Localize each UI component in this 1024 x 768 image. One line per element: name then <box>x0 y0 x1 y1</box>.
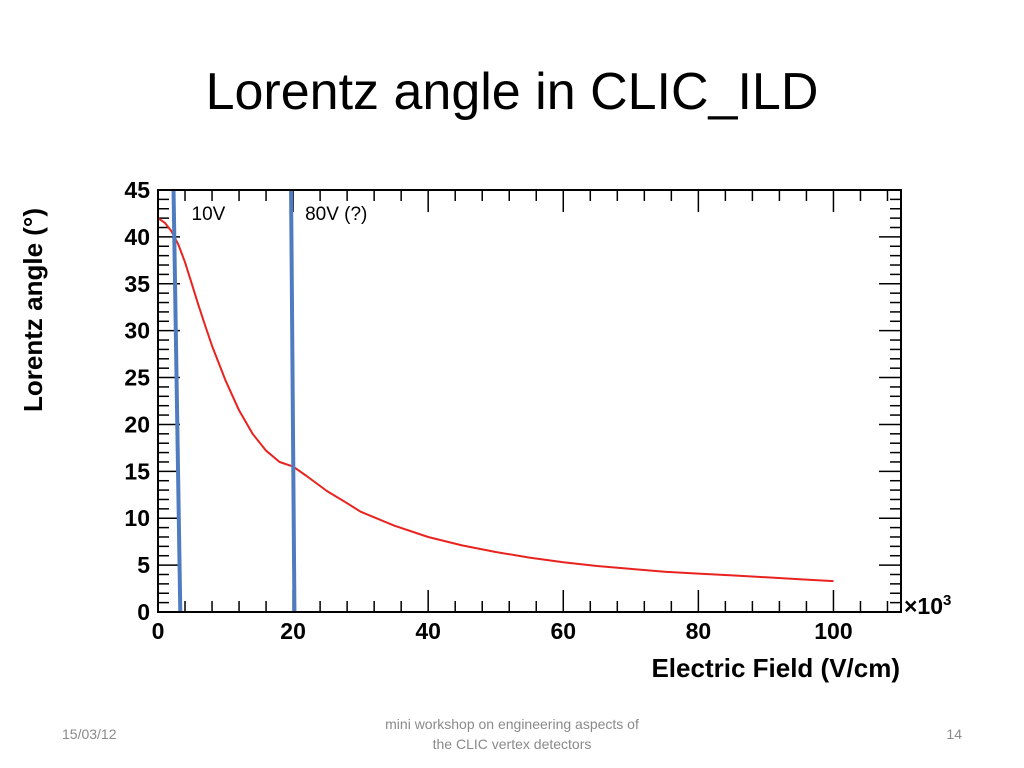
footer-date: 15/03/12 <box>62 726 117 742</box>
x-tick-label: 60 <box>550 618 576 644</box>
y-tick-label: 20 <box>124 411 150 437</box>
y-tick-label: 10 <box>124 505 150 531</box>
series-line-lorentz-angle <box>157 217 834 583</box>
x-tick-label: 100 <box>814 618 852 644</box>
vertical-line <box>171 189 183 613</box>
x-multiplier-exponent: 3 <box>943 592 951 609</box>
y-tick-label: 25 <box>124 365 150 391</box>
page-number: 14 <box>946 726 962 742</box>
slide-title: Lorentz angle in CLIC_ILD <box>205 63 819 121</box>
y-tick-label: 40 <box>124 224 150 250</box>
y-tick-label: 0 <box>137 599 150 625</box>
vertical-line <box>289 189 297 613</box>
x-axis-title: Electric Field (V/cm) <box>651 653 900 683</box>
vertical-line-label: 80V (?) <box>305 204 367 225</box>
x-tick-label: 20 <box>280 618 306 644</box>
y-tick-label: 15 <box>124 458 150 484</box>
y-tick-label: 30 <box>124 318 150 344</box>
plot-frame <box>157 189 902 613</box>
series-layer <box>157 217 834 583</box>
vertical-line-label: 10V <box>192 204 226 225</box>
x-multiplier-base: ×10 <box>904 593 943 619</box>
y-tick-label: 35 <box>124 271 150 297</box>
x-tick-label: 0 <box>152 618 165 644</box>
y-tick-label: 5 <box>137 552 150 578</box>
axis-ticks <box>157 189 901 613</box>
y-axis-title: Lorentz angle (°) <box>18 208 48 412</box>
y-tick-label: 45 <box>124 177 150 203</box>
x-tick-label: 40 <box>415 618 441 644</box>
lorentz-angle-chart: 0 5 10 15 20 25 30 35 40 45 0 20 40 60 80 100 10V 80V (… <box>18 177 951 683</box>
x-multiplier-label: ×103 <box>904 592 951 619</box>
y-tick-labels: 0 5 10 15 20 25 30 35 40 45 <box>124 177 150 625</box>
x-tick-labels: 0 20 40 60 80 100 <box>152 618 853 644</box>
x-tick-label: 80 <box>686 618 712 644</box>
footer-center-line-1: mini workshop on engineering aspects of <box>385 716 639 732</box>
footer-presentation-title: mini workshop on engineering aspects of … <box>362 714 662 754</box>
vertical-lines: 10V 80V (?) <box>171 189 367 613</box>
footer-center-line-2: the CLIC vertex detectors <box>432 736 592 752</box>
